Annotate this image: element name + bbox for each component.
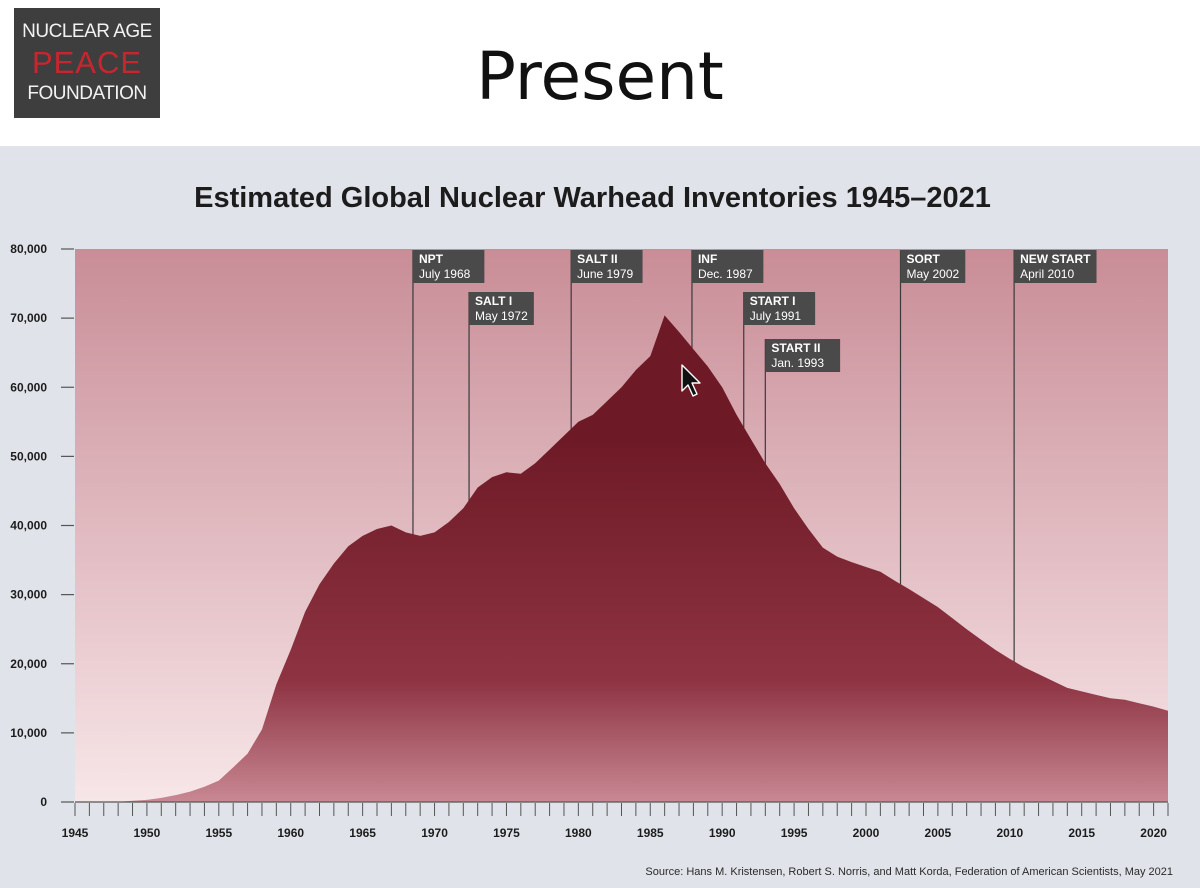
treaty-date: July 1968 (419, 267, 471, 281)
mouse-cursor-icon (681, 364, 701, 397)
x-tick-label: 1980 (565, 826, 592, 840)
treaty-name: NEW START (1020, 252, 1091, 266)
y-tick-label: 80,000 (10, 242, 47, 256)
logo-line-2: PEACE (31, 45, 143, 80)
treaty-name: START II (771, 341, 820, 355)
treaty-name: START I (750, 294, 796, 308)
y-tick-label: 30,000 (10, 588, 47, 602)
x-tick-label: 1960 (277, 826, 304, 840)
y-tick-label: 0 (40, 795, 47, 809)
logo-line-3: FOUNDATION (27, 83, 147, 104)
treaty-name: SALT I (475, 294, 512, 308)
x-tick-label: 1955 (205, 826, 232, 840)
foundation-logo: NUCLEAR AGE PEACE FOUNDATION (14, 8, 160, 118)
x-tick-label: 2010 (996, 826, 1023, 840)
treaty-name: NPT (419, 252, 444, 266)
x-tick-label: 2015 (1068, 826, 1095, 840)
treaty-label-box (765, 339, 841, 372)
x-tick-label: 1965 (349, 826, 376, 840)
treaty-date: May 2002 (907, 267, 960, 281)
treaty-name: INF (698, 252, 717, 266)
treaty-name: SORT (907, 252, 941, 266)
treaty-label-box (743, 292, 816, 325)
chart-title: Estimated Global Nuclear Warhead Invento… (194, 182, 991, 214)
treaty-date: July 1991 (750, 309, 802, 323)
x-tick-label: 1945 (62, 826, 89, 840)
warhead-area (75, 315, 1168, 802)
y-tick-label: 70,000 (10, 311, 47, 325)
logo-line-1: NUCLEAR AGE (22, 21, 152, 42)
y-tick-label: 40,000 (10, 519, 47, 533)
x-tick-label: 2020 (1140, 826, 1167, 840)
treaty-label-box (691, 250, 764, 283)
slide-header: NUCLEAR AGE PEACE FOUNDATION Present (0, 0, 1200, 146)
treaty-date: Jan. 1993 (771, 356, 824, 370)
treaty-label-box (412, 250, 485, 283)
y-tick-label: 10,000 (10, 726, 47, 740)
treaty-label-box (1014, 250, 1097, 283)
treaty-label-box (900, 250, 966, 283)
treaty-date: Dec. 1987 (698, 267, 753, 281)
x-tick-label: 1990 (709, 826, 736, 840)
treaty-label-box (571, 250, 643, 283)
x-tick-label: 2005 (925, 826, 952, 840)
treaty-date: June 1979 (577, 267, 633, 281)
x-tick-label: 1970 (421, 826, 448, 840)
x-tick-label: 2000 (853, 826, 880, 840)
y-tick-label: 60,000 (10, 380, 47, 394)
treaty-label-box (469, 292, 534, 325)
y-tick-label: 50,000 (10, 449, 47, 463)
chart-source-note: Source: Hans M. Kristensen, Robert S. No… (645, 866, 1173, 878)
slide-title: Present (476, 38, 724, 115)
treaty-date: May 1972 (475, 309, 528, 323)
x-tick-label: 1985 (637, 826, 664, 840)
x-tick-label: 1995 (781, 826, 808, 840)
treaty-name: SALT II (577, 252, 617, 266)
y-tick-label: 20,000 (10, 657, 47, 671)
treaty-date: April 2010 (1020, 267, 1074, 281)
x-tick-label: 1950 (134, 826, 161, 840)
x-tick-label: 1975 (493, 826, 520, 840)
